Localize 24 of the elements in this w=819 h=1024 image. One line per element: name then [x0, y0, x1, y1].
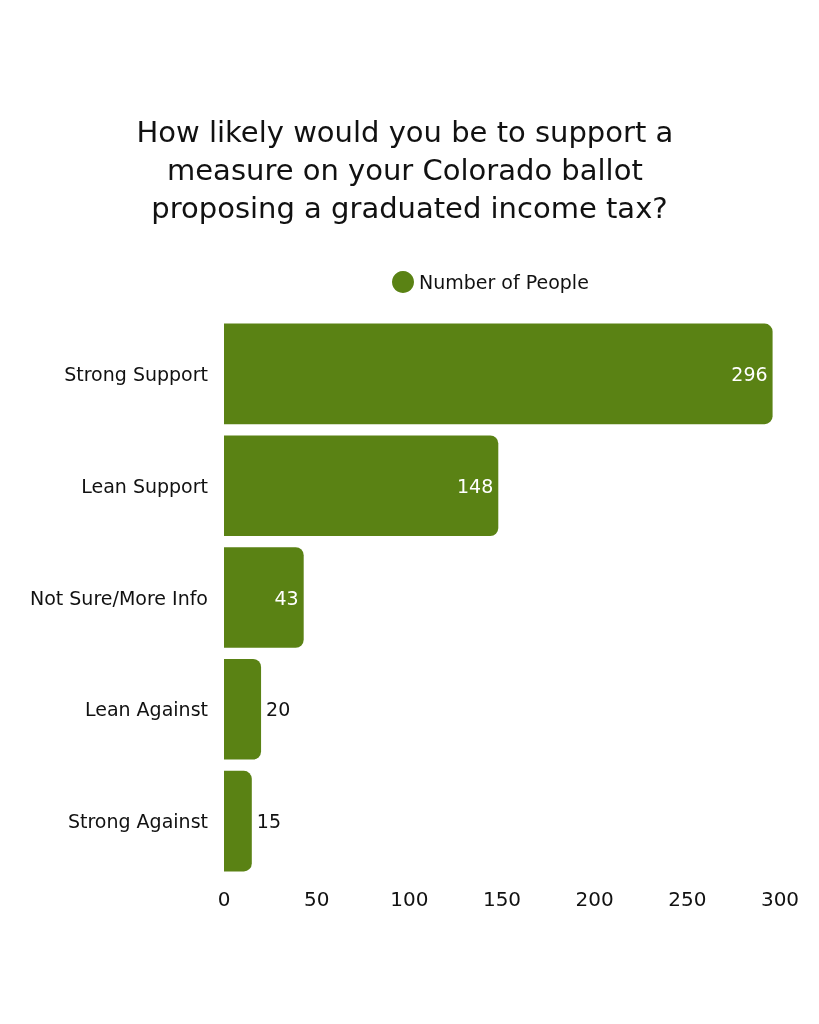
data-label: 15 — [256, 810, 281, 833]
bar — [224, 323, 773, 425]
data-label: 296 — [731, 362, 768, 385]
x-tick-label: 300 — [760, 887, 800, 911]
y-tick-label: Not Sure/More Info — [29, 586, 208, 609]
y-tick-label: Strong Against — [67, 810, 208, 833]
x-tick-label: 50 — [303, 887, 330, 911]
bar — [224, 435, 499, 537]
data-label: 148 — [457, 474, 494, 497]
chart-title: How likely would you be to support a measure on your Colorado ballot proposing a graduated income tax? — [136, 115, 683, 225]
x-tick-label: 200 — [575, 887, 614, 911]
x-tick-label: 150 — [482, 887, 522, 911]
y-tick-label: Lean Against — [84, 698, 208, 721]
y-tick-label: Lean Support — [81, 474, 208, 497]
bar — [224, 770, 252, 872]
x-tick-label: 250 — [668, 887, 707, 911]
x-tick-label: 100 — [390, 887, 429, 911]
data-label: 43 — [274, 586, 299, 609]
legend-label: Number of People — [419, 271, 589, 293]
y-tick-label: Strong Support — [64, 362, 208, 385]
data-label: 20 — [266, 698, 291, 721]
x-tick-label: 0 — [217, 887, 231, 911]
bar — [224, 658, 262, 760]
bar — [224, 547, 304, 648]
